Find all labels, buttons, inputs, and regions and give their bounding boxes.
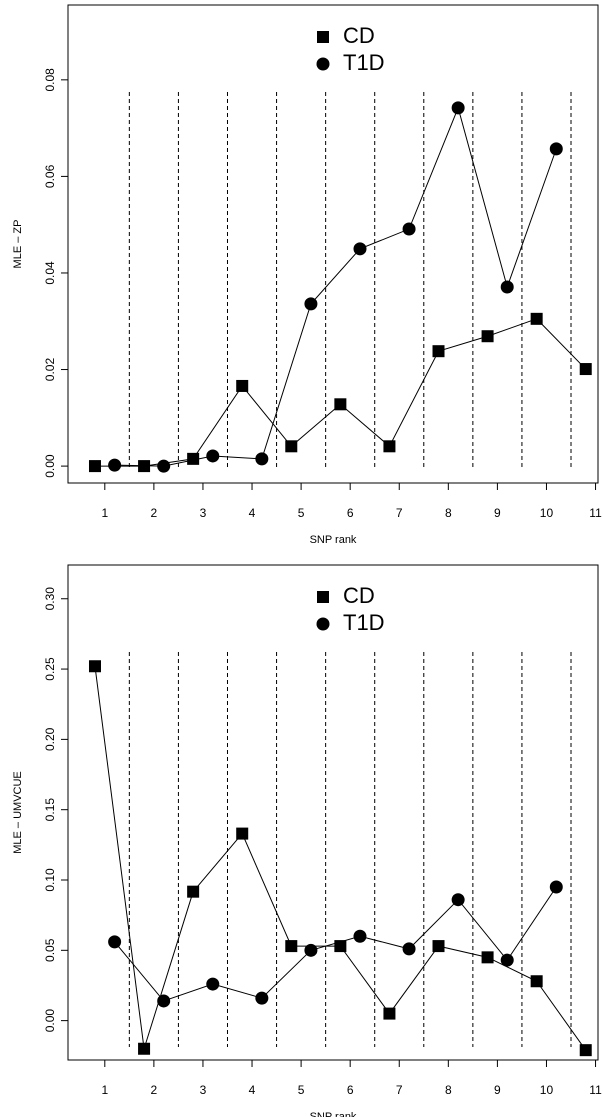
x-tick-label: 6 xyxy=(347,1083,354,1097)
point xyxy=(549,142,563,156)
point xyxy=(157,994,171,1008)
x-tick-label: 1 xyxy=(101,506,108,520)
point xyxy=(481,330,494,343)
y-tick-label: 0.05 xyxy=(43,938,57,962)
point xyxy=(500,953,514,967)
point xyxy=(383,440,396,453)
point xyxy=(255,452,269,466)
point xyxy=(334,398,347,411)
y-tick-label: 0.00 xyxy=(43,1009,57,1033)
x-tick-label: 5 xyxy=(298,1083,305,1097)
point xyxy=(500,280,514,294)
x-axis-label: SNP rank xyxy=(310,1111,357,1117)
point xyxy=(579,363,592,376)
series-line xyxy=(94,666,587,1051)
point xyxy=(383,1007,396,1020)
point xyxy=(285,440,298,453)
point xyxy=(402,942,416,956)
point xyxy=(206,449,220,463)
point xyxy=(206,977,220,991)
legend-label: CD xyxy=(343,583,375,608)
point xyxy=(530,975,543,988)
y-tick-label: 0.30 xyxy=(43,587,57,611)
legend-label: T1D xyxy=(343,610,385,635)
x-tick-label: 9 xyxy=(494,1083,501,1097)
y-tick-label: 0.04 xyxy=(43,261,57,285)
y-tick-label: 0.20 xyxy=(43,727,57,751)
point xyxy=(530,312,543,325)
point xyxy=(108,935,122,949)
point xyxy=(255,991,269,1005)
plot-frame xyxy=(67,4,599,484)
x-tick-label: 11 xyxy=(589,1083,602,1097)
x-tick-label: 5 xyxy=(298,506,305,520)
legend-marker xyxy=(316,57,330,71)
plot-frame xyxy=(67,564,599,1061)
x-tick-label: 9 xyxy=(494,506,501,520)
point xyxy=(285,940,298,953)
legend-marker xyxy=(317,591,329,603)
x-tick-label: 7 xyxy=(396,506,403,520)
point xyxy=(236,379,249,392)
x-tick-label: 6 xyxy=(347,506,354,520)
y-tick-label: 0.02 xyxy=(43,358,57,382)
point xyxy=(236,827,249,840)
y-tick-label: 0.25 xyxy=(43,657,57,681)
point xyxy=(481,951,494,964)
legend-label: CD xyxy=(343,23,375,48)
point xyxy=(353,929,367,943)
series-line xyxy=(94,318,587,467)
chart: 1 2 3 4 5 6 7 8 9 10 11 0.00 0.02 0.04 0.06 0.08 SNP ran… xyxy=(12,4,602,546)
legend-marker xyxy=(316,617,330,631)
y-axis-label: MLE – ZP xyxy=(12,220,24,269)
point xyxy=(108,458,122,472)
x-tick-label: 7 xyxy=(396,1083,403,1097)
x-tick-label: 3 xyxy=(200,506,207,520)
x-tick-label: 3 xyxy=(200,1083,207,1097)
x-tick-label: 8 xyxy=(445,506,452,520)
x-tick-label: 1 xyxy=(101,1083,108,1097)
y-tick-label: 0.06 xyxy=(43,164,57,188)
y-tick-label: 0.08 xyxy=(43,68,57,92)
y-axis-label: MLE – UMVCUE xyxy=(12,771,24,854)
x-tick-label: 2 xyxy=(151,1083,158,1097)
point xyxy=(432,345,445,358)
point xyxy=(432,940,445,953)
point xyxy=(157,459,171,473)
point xyxy=(579,1044,592,1057)
chart: 1 2 3 4 5 6 7 8 9 10 11 0.00 0.05 0.10 0.15 0.20 0.25 0.3… xyxy=(12,564,602,1117)
point xyxy=(402,222,416,236)
x-tick-label: 4 xyxy=(249,1083,256,1097)
x-tick-label: 2 xyxy=(151,506,158,520)
legend-marker xyxy=(317,31,329,43)
point xyxy=(187,452,200,465)
point xyxy=(138,1042,151,1055)
y-tick-label: 0.15 xyxy=(43,798,57,822)
x-tick-label: 11 xyxy=(589,506,602,520)
series-line xyxy=(114,106,557,467)
point xyxy=(451,101,465,115)
point xyxy=(304,297,318,311)
y-tick-label: 0.10 xyxy=(43,868,57,892)
x-tick-label: 10 xyxy=(540,1083,554,1097)
y-tick-label: 0.00 xyxy=(43,454,57,478)
point xyxy=(88,460,101,473)
series-line xyxy=(114,886,557,1002)
x-axis-label: SNP rank xyxy=(310,534,357,546)
x-tick-label: 8 xyxy=(445,1083,452,1097)
point xyxy=(549,880,563,894)
point xyxy=(88,660,101,673)
point xyxy=(353,242,367,256)
point xyxy=(451,893,465,907)
legend-label: T1D xyxy=(343,50,385,75)
point xyxy=(187,885,200,898)
point xyxy=(304,943,318,957)
x-tick-label: 4 xyxy=(249,506,256,520)
x-tick-label: 10 xyxy=(540,506,554,520)
